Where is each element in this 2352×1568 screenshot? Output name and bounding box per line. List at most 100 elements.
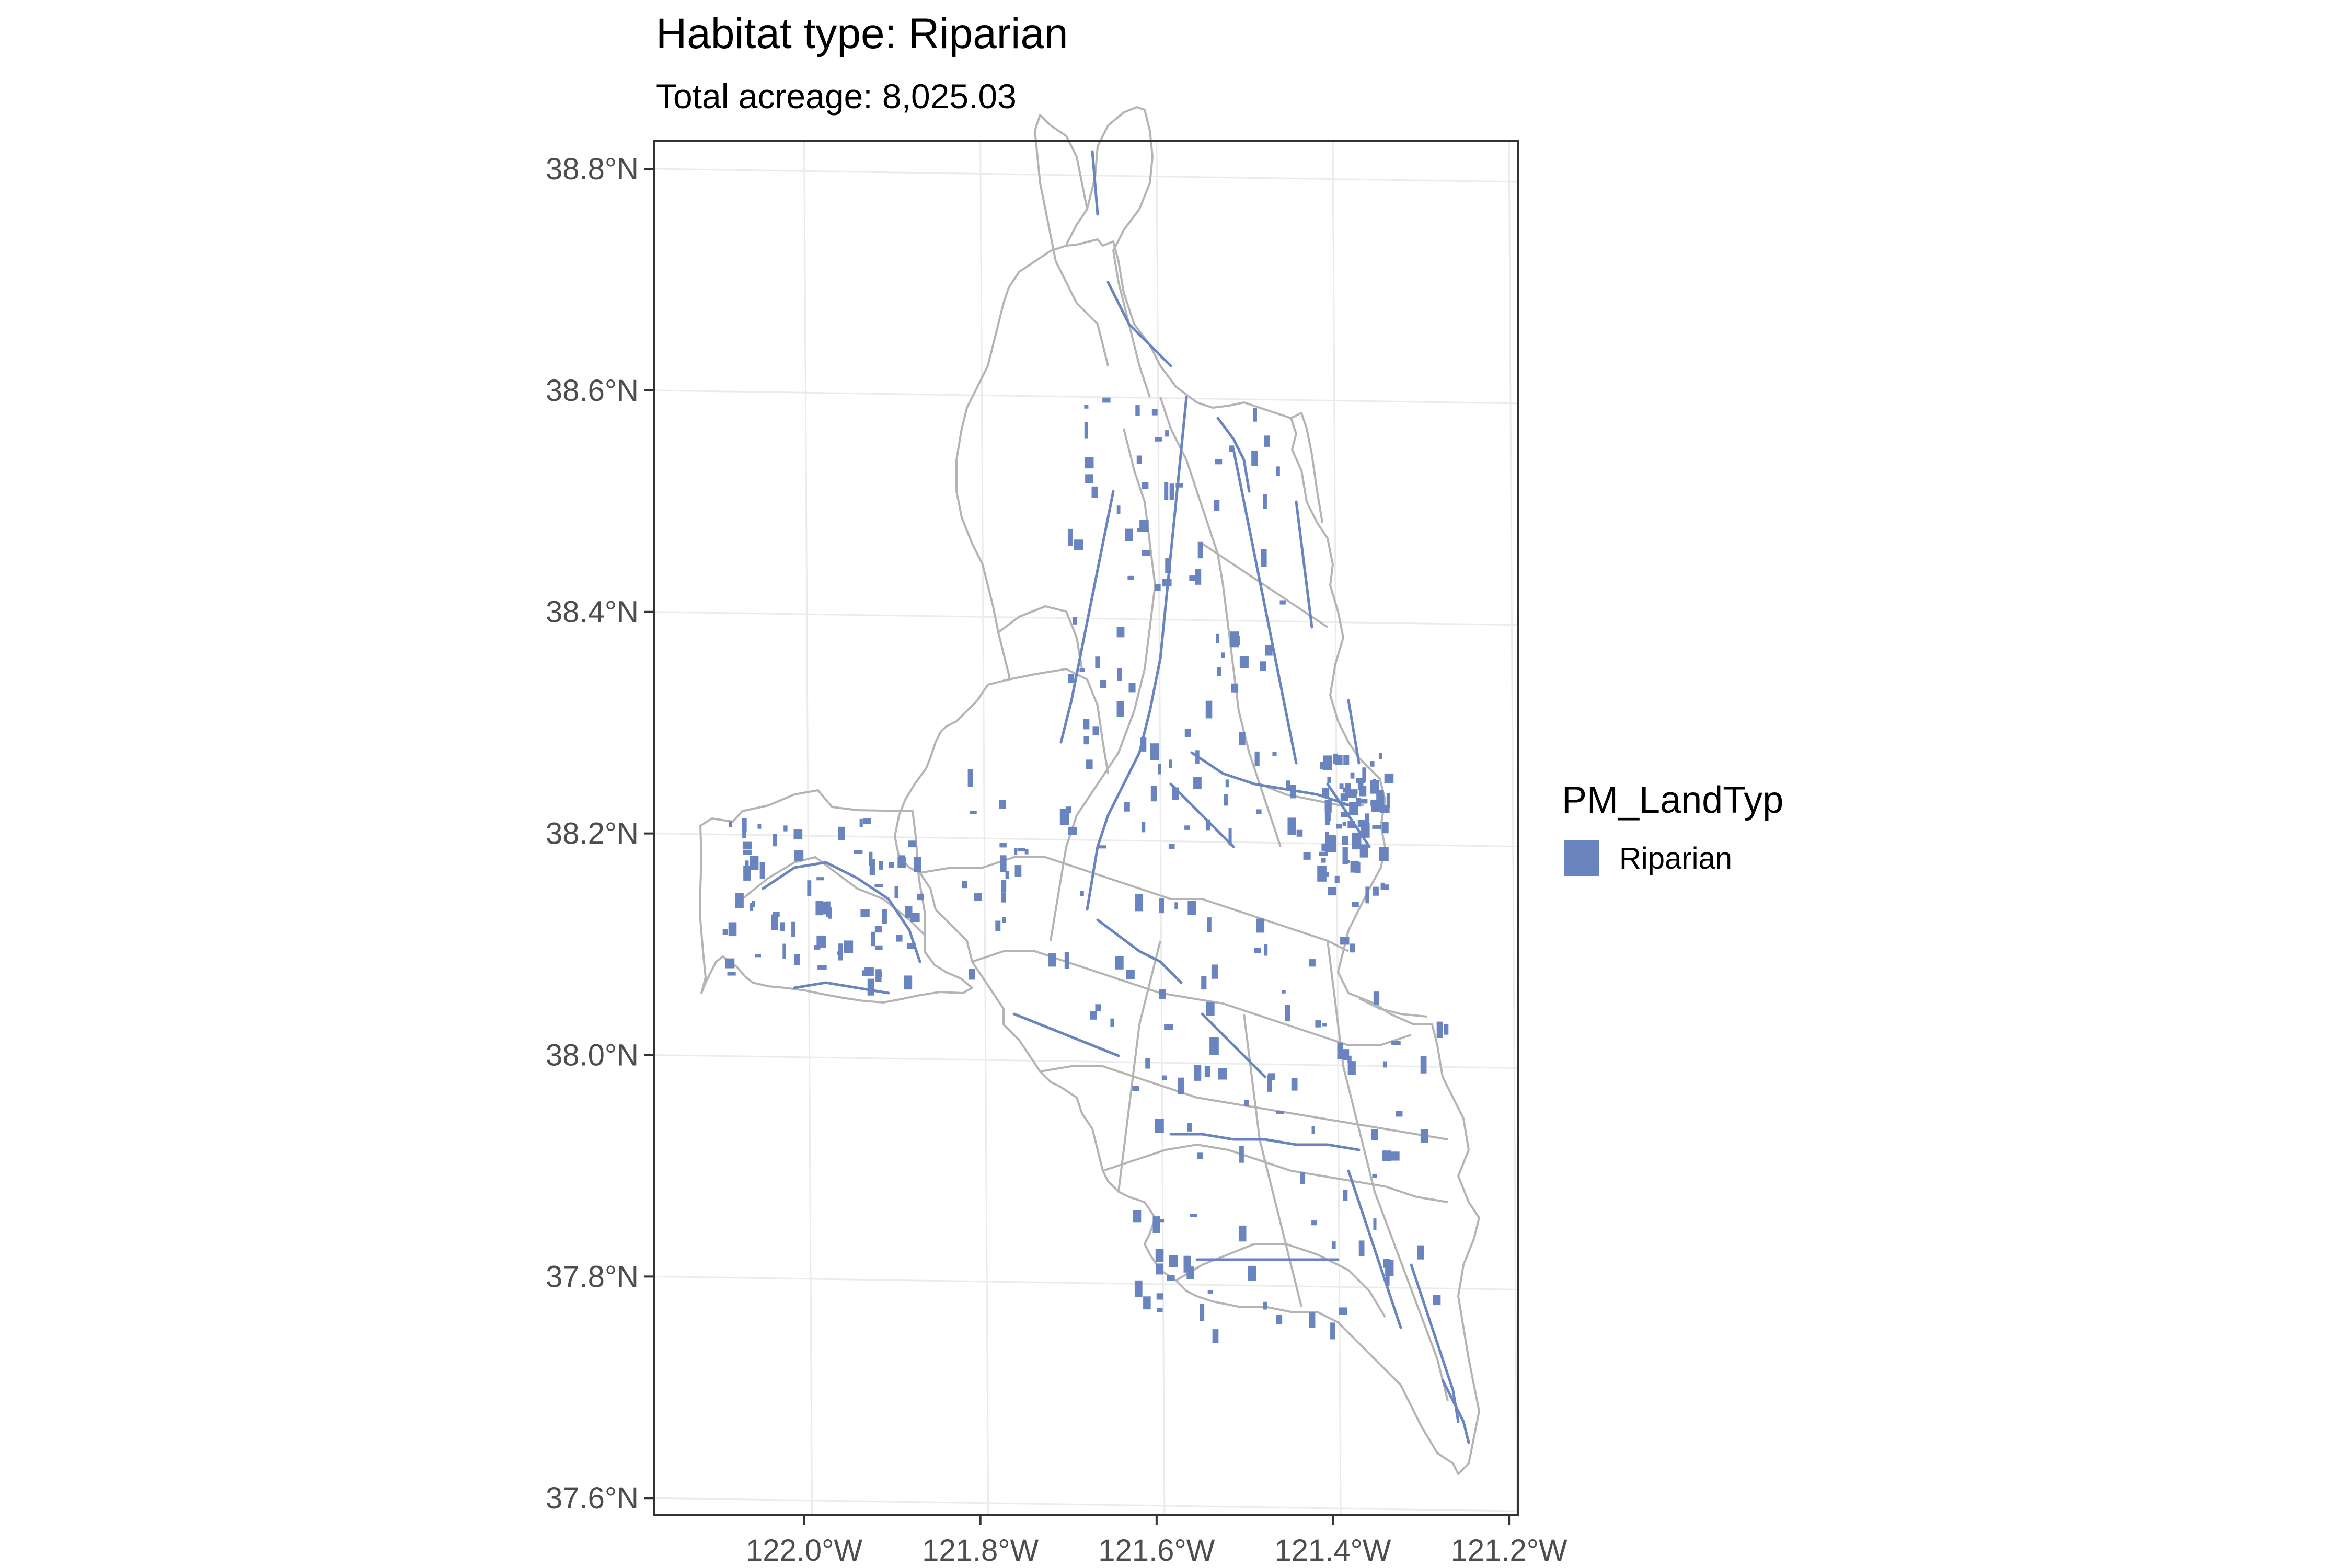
riparian-patch-1-20 [1174, 902, 1178, 909]
boundary-internal-6 [972, 950, 1412, 1046]
y-tick-label-4: 38.0°N [546, 1038, 639, 1072]
grid-line-lat-0 [654, 168, 1518, 183]
riparian-patch-0-66 [1136, 455, 1142, 464]
riparian-delta-mid-2 [1012, 1012, 1120, 1057]
riparian-patch-3-45 [878, 971, 882, 977]
riparian-patch-3-44 [820, 901, 829, 915]
riparian-patch-0-10 [1083, 736, 1089, 745]
riparian-patch-0-47 [1260, 661, 1266, 671]
riparian-patch-3-26 [879, 861, 883, 870]
riparian-patch-1-38 [1207, 917, 1212, 932]
boundary-west-region [699, 789, 973, 1004]
riparian-patch-0-49 [1215, 459, 1223, 465]
riparian-patch-1-67 [995, 920, 1001, 931]
riparian-patch-3-62 [894, 886, 898, 899]
riparian-patch-4-33 [1327, 844, 1331, 852]
riparian-patch-1-62 [1124, 802, 1130, 812]
riparian-patch-4-35 [1325, 810, 1329, 815]
riparian-patch-3-18 [722, 929, 728, 935]
riparian-patch-0-57 [1079, 668, 1085, 672]
grid-line-lon-4 [1508, 141, 1518, 1515]
boundary-internal-1 [1050, 428, 1156, 941]
riparian-patch-4-21 [1380, 804, 1390, 813]
riparian-patch-0-44 [1205, 700, 1213, 719]
riparian-patch-0-33 [1155, 437, 1162, 442]
riparian-patch-4-41 [1352, 832, 1362, 850]
riparian-patch-2-60 [1248, 1265, 1256, 1281]
y-tick-label-1: 38.6°N [546, 374, 639, 408]
riparian-patch-3-25 [874, 945, 883, 950]
riparian-patch-0-1 [1083, 719, 1090, 730]
riparian-patch-2-55 [1152, 1216, 1160, 1233]
riparian-patch-1-1 [1187, 901, 1196, 915]
riparian-patch-2-10 [1343, 1049, 1350, 1060]
riparian-patch-2-13 [1263, 1301, 1267, 1310]
riparian-patch-1-47 [1224, 794, 1228, 806]
riparian-patch-4-64 [1319, 851, 1328, 856]
riparian-patch-0-39 [1184, 729, 1191, 737]
riparian-patch-4-67 [1371, 802, 1380, 812]
riparian-patch-3-16 [742, 826, 746, 838]
boundary-internal-12 [1327, 940, 1449, 1401]
riparian-patch-0-45 [1279, 600, 1286, 605]
riparian-patch-2-33 [1390, 1151, 1400, 1161]
riparian-patch-0-6 [1276, 466, 1280, 476]
riparian-patch-1-4 [1150, 786, 1157, 802]
riparian-patch-2-15 [1161, 1075, 1167, 1081]
riparian-patch-0-15 [1162, 579, 1172, 587]
boundary-internal-3 [1201, 543, 1329, 628]
riparian-patch-3-28 [794, 954, 800, 965]
riparian-patch-4-7 [1362, 767, 1366, 782]
boundary-west-inner [741, 856, 926, 937]
riparian-patch-2-45 [1267, 1075, 1272, 1092]
riparian-cross-2 [1169, 782, 1235, 848]
riparian-patch-3-61 [743, 866, 751, 881]
riparian-patch-1-46 [967, 769, 973, 787]
riparian-patch-3-3 [864, 967, 874, 976]
riparian-patch-4-8 [1317, 866, 1327, 882]
riparian-patch-1-60 [1256, 918, 1265, 933]
riparian-patch-1-68 [1134, 894, 1144, 912]
riparian-patch-4-44 [1350, 791, 1357, 799]
riparian-patch-2-25 [1183, 1255, 1191, 1273]
riparian-patch-1-66 [1002, 917, 1006, 923]
riparian-patch-0-34 [1068, 674, 1075, 684]
riparian-patch-4-53 [1353, 863, 1360, 867]
riparian-patch-4-59 [1372, 825, 1382, 829]
grid-line-lat-6 [654, 1497, 1518, 1512]
riparian-patch-0-51 [1074, 539, 1083, 550]
riparian-patch-3-8 [871, 931, 875, 947]
legend-title: PM_LandTyp [1562, 779, 1784, 821]
grid-line-lon-0 [803, 141, 813, 1515]
riparian-patch-2-68 [1373, 1218, 1377, 1230]
legend-label-riparian: Riparian [1619, 841, 1732, 875]
riparian-patch-2-41 [1372, 1173, 1377, 1178]
riparian-patch-4-3 [1327, 777, 1331, 783]
riparian-patch-2-31 [1396, 1111, 1403, 1117]
riparian-patch-4-68 [1382, 822, 1389, 834]
riparian-patch-1-24 [1159, 898, 1165, 914]
riparian-patch-0-16 [1165, 558, 1171, 573]
riparian-patch-4-36 [1370, 780, 1379, 794]
riparian-patch-4-27 [1324, 819, 1330, 825]
riparian-patch-4-16 [1359, 844, 1368, 858]
riparian-patch-2-29 [1347, 1061, 1356, 1075]
riparian-patch-4-34 [1355, 862, 1361, 873]
riparian-patch-4-26 [1345, 783, 1351, 797]
plot-panel-border [653, 140, 1519, 1516]
boundary-east-inner [1259, 783, 1364, 806]
riparian-northwest-1 [1091, 150, 1099, 216]
riparian-patch-0-65 [1195, 750, 1200, 764]
legend: PM_LandTyp Riparian [1562, 779, 1784, 876]
riparian-patch-2-14 [1371, 1129, 1378, 1140]
y-tick-label-6: 37.6°N [546, 1481, 639, 1515]
riparian-patch-2-22 [1383, 1259, 1390, 1268]
riparian-cluster-east [1326, 782, 1371, 848]
chart-title: Habitat type: Riparian [656, 10, 1068, 57]
riparian-patch-1-18 [1253, 948, 1261, 953]
riparian-patch-2-1 [1186, 1266, 1194, 1279]
riparian-patch-1-30 [1286, 780, 1290, 791]
riparian-patch-4-55 [1329, 835, 1336, 852]
riparian-patch-3-19 [882, 909, 887, 924]
riparian-patch-1-8 [1168, 844, 1175, 849]
